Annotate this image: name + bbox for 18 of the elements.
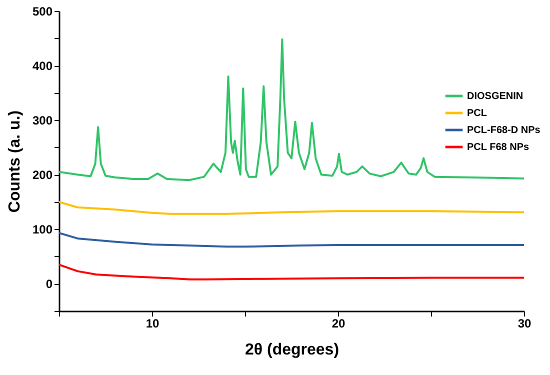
y-tick-label: 200: [32, 168, 53, 182]
line-series: [59, 232, 524, 248]
x-axis-title: 2θ (degrees): [244, 342, 340, 358]
x-tick-label: 20: [332, 316, 346, 330]
legend-label: DIOSGENIN: [467, 91, 524, 102]
legend-label: PCL F68 NPs: [467, 142, 530, 153]
line-series: [59, 200, 524, 215]
x-tick-label: 10: [146, 316, 160, 330]
y-tick-label: 300: [32, 114, 53, 128]
legend-label: PCL: [467, 108, 487, 119]
y-tick-label: 500: [32, 4, 53, 18]
y-axis-title: Counts (a. u.): [6, 110, 24, 213]
y-tick-label: 0: [46, 277, 53, 292]
y-tick-label: 100: [32, 222, 53, 237]
y-tick-label: 400: [32, 59, 53, 74]
legend-label: PCL-F68-D NPs: [467, 125, 541, 136]
line-series: [59, 264, 524, 280]
x-tick-label: 30: [518, 316, 532, 330]
